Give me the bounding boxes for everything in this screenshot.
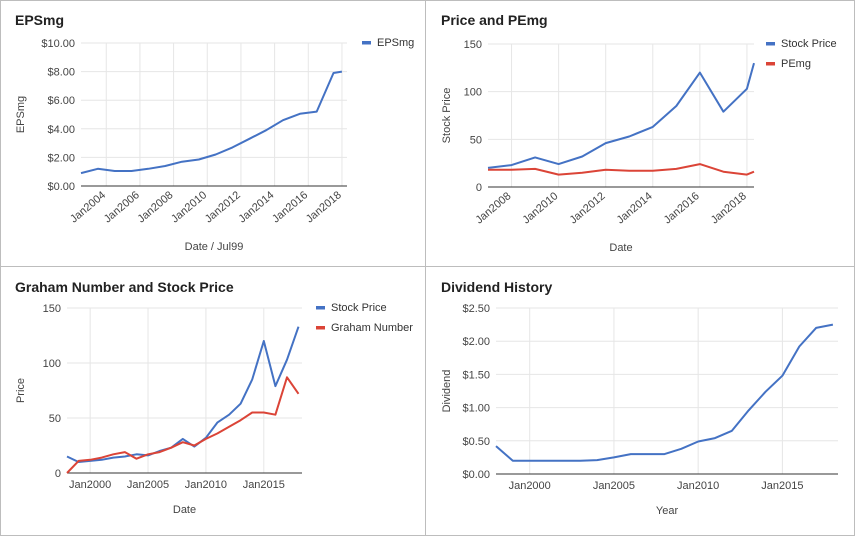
x-tick-label: Jan2006 xyxy=(102,189,142,225)
y-axis-title: Dividend xyxy=(441,370,453,413)
chart-panel-dividend: Dividend History $0.00 $0.50 $1.00 $1.50 $2.0… xyxy=(426,267,855,536)
chart-panel-epsmg: EPSmg $0.00 $2.00 $4.00 $6.00 $8.00 $10.00 Jan2… xyxy=(0,0,425,266)
x-tick-label: Jan2008 xyxy=(473,190,513,226)
legend-swatch xyxy=(316,326,325,330)
y-tick-label: $0.00 xyxy=(47,181,75,193)
legend-swatch xyxy=(766,62,775,66)
legend-label: PEmg xyxy=(781,58,811,70)
series-line-stock-price xyxy=(66,326,300,463)
legend-swatch xyxy=(766,42,775,46)
series-line-epsmg xyxy=(80,70,343,175)
x-axis-title: Year xyxy=(656,505,679,517)
chart-panel-price-pemg: Price and PEmg 0 50 100 150 Jan2008 Jan2010 Jan… xyxy=(426,0,855,266)
y-tick-label: $0.00 xyxy=(462,469,490,481)
chart-title: Graham Number and Stock Price xyxy=(15,279,234,295)
x-tick-label: Jan2014 xyxy=(615,190,655,226)
x-axis-title: Date xyxy=(173,504,196,516)
y-tick-label: $2.00 xyxy=(47,152,75,164)
legend-label: Stock Price xyxy=(781,38,837,50)
series-line-pemg xyxy=(488,163,755,176)
series-line-graham-number xyxy=(66,376,300,474)
x-tick-label: Jan2008 xyxy=(135,189,175,225)
x-tick-label: Jan2000 xyxy=(509,480,551,492)
y-tick-label: $6.00 xyxy=(47,95,75,107)
x-tick-label: Jan2010 xyxy=(677,480,719,492)
x-tick-label: Jan2005 xyxy=(127,479,169,491)
panel-divider-vertical xyxy=(425,0,426,536)
dividend-history-chart: Dividend History $0.00 $0.50 $1.00 $1.50 $2.0… xyxy=(441,279,838,517)
y-tick-label: 50 xyxy=(49,413,61,425)
chart-panel-graham: Graham Number and Stock Price 0 50 100 150 Ja… xyxy=(0,267,425,536)
y-tick-label: 100 xyxy=(464,87,482,99)
chart-title: EPSmg xyxy=(15,12,64,28)
x-tick-label: Jan2000 xyxy=(69,479,111,491)
x-tick-label: Jan2014 xyxy=(236,189,276,225)
panel-divider-horizontal xyxy=(0,266,855,267)
graham-number-chart: Graham Number and Stock Price 0 50 100 150 Ja… xyxy=(15,279,413,516)
y-tick-label: $1.50 xyxy=(462,369,490,381)
x-tick-label: Jan2015 xyxy=(243,479,285,491)
chart-title: Dividend History xyxy=(441,279,552,295)
legend-swatch xyxy=(362,41,371,45)
legend-label: Stock Price xyxy=(331,302,387,314)
y-tick-label: 150 xyxy=(464,39,482,51)
x-tick-label: Jan2015 xyxy=(761,480,803,492)
legend-label: EPSmg xyxy=(377,37,414,49)
y-tick-label: 100 xyxy=(43,358,61,370)
y-tick-label: $2.00 xyxy=(462,336,490,348)
x-tick-label: Jan2010 xyxy=(520,190,560,226)
y-tick-label: 0 xyxy=(55,468,61,480)
x-tick-label: Jan2018 xyxy=(304,189,344,225)
x-tick-label: Jan2018 xyxy=(709,190,749,226)
x-tick-label: Jan2010 xyxy=(169,189,209,225)
y-axis-title: EPSmg xyxy=(15,96,27,133)
y-tick-label: $0.50 xyxy=(462,436,490,448)
y-tick-label: 50 xyxy=(470,134,482,146)
x-tick-label: Jan2005 xyxy=(593,480,635,492)
y-tick-label: 150 xyxy=(43,303,61,315)
y-tick-label: $4.00 xyxy=(47,124,75,136)
x-tick-label: Jan2012 xyxy=(203,189,243,225)
y-tick-label: $2.50 xyxy=(462,303,490,315)
y-tick-label: $8.00 xyxy=(47,67,75,79)
x-tick-label: Jan2004 xyxy=(68,189,108,225)
legend-swatch xyxy=(316,306,325,310)
y-tick-label: $10.00 xyxy=(41,38,75,50)
series-line-stock-price xyxy=(487,62,755,169)
x-tick-label: Jan2016 xyxy=(662,190,702,226)
epsmg-chart: EPSmg $0.00 $2.00 $4.00 $6.00 $8.00 $10.00 Jan2… xyxy=(15,12,414,253)
x-tick-label: Jan2012 xyxy=(568,190,608,226)
y-tick-label: $1.00 xyxy=(462,403,490,415)
chart-title: Price and PEmg xyxy=(441,12,548,28)
series-line-dividend xyxy=(495,323,834,462)
y-axis-title: Stock Price xyxy=(441,88,453,144)
x-tick-label: Jan2016 xyxy=(270,189,310,225)
y-axis-title: Price xyxy=(15,378,27,403)
x-axis-title: Date xyxy=(609,242,632,254)
x-axis-title: Date / Jul99 xyxy=(185,241,244,253)
legend-label: Graham Number xyxy=(331,322,413,334)
x-tick-label: Jan2010 xyxy=(185,479,227,491)
y-tick-label: 0 xyxy=(476,182,482,194)
